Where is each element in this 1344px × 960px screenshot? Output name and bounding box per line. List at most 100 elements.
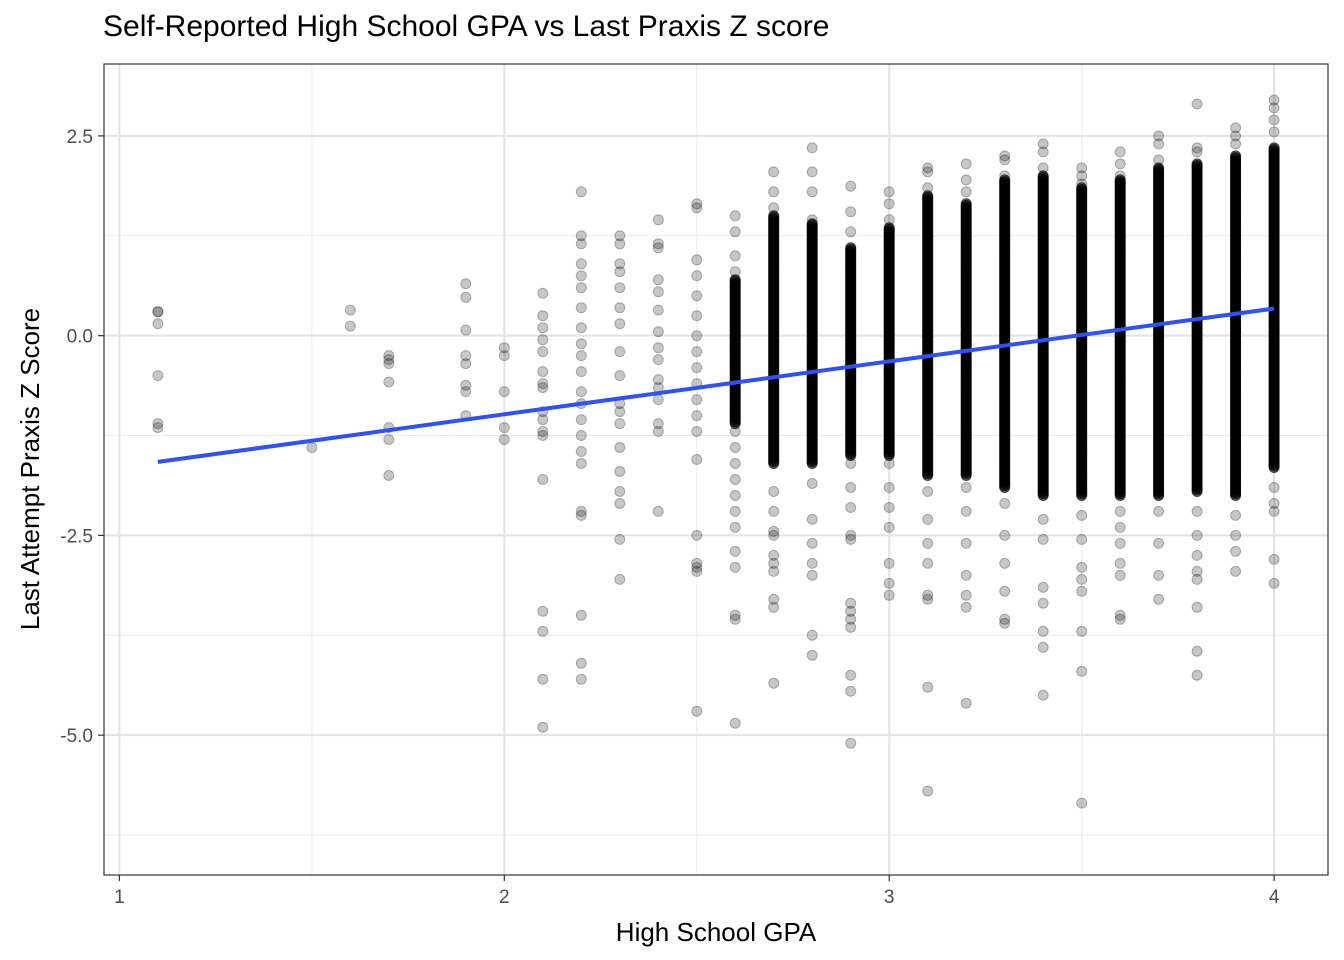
data-point bbox=[729, 360, 741, 372]
data-point bbox=[729, 395, 741, 407]
data-point bbox=[922, 681, 934, 693]
data-point bbox=[691, 310, 703, 322]
data-point bbox=[729, 320, 741, 332]
data-point bbox=[1076, 625, 1088, 637]
data-point bbox=[691, 394, 703, 406]
data-point bbox=[729, 315, 741, 327]
data-point bbox=[729, 406, 741, 418]
data-point bbox=[729, 363, 741, 375]
data-point bbox=[729, 338, 741, 350]
data-point bbox=[729, 406, 741, 418]
data-point bbox=[845, 180, 857, 192]
data-point bbox=[575, 186, 587, 198]
data-point bbox=[729, 335, 741, 346]
data-point bbox=[1153, 138, 1165, 150]
data-point bbox=[999, 585, 1011, 597]
data-point bbox=[806, 186, 818, 198]
data-point bbox=[729, 354, 741, 366]
data-point bbox=[614, 466, 626, 477]
data-point bbox=[729, 338, 741, 350]
data-point bbox=[729, 390, 741, 402]
data-point bbox=[729, 458, 741, 469]
data-point bbox=[729, 390, 741, 402]
data-point bbox=[845, 242, 857, 254]
data-point bbox=[806, 166, 818, 178]
data-point bbox=[1114, 505, 1126, 517]
data-point bbox=[999, 150, 1011, 162]
data-point bbox=[1191, 573, 1203, 585]
data-point bbox=[729, 365, 741, 377]
data-point bbox=[729, 330, 741, 342]
data-point bbox=[1037, 625, 1049, 637]
data-point bbox=[652, 426, 664, 437]
data-point bbox=[729, 341, 741, 353]
data-point bbox=[729, 317, 741, 329]
data-point bbox=[729, 389, 741, 401]
data-point bbox=[1153, 537, 1165, 549]
data-point bbox=[652, 214, 664, 226]
data-point bbox=[729, 408, 741, 420]
data-point bbox=[729, 314, 741, 326]
data-point bbox=[1114, 537, 1126, 549]
data-point bbox=[729, 331, 741, 343]
data-point bbox=[729, 333, 741, 345]
data-point bbox=[922, 785, 934, 797]
data-point bbox=[1076, 561, 1088, 573]
data-point bbox=[729, 327, 741, 338]
data-point bbox=[768, 601, 780, 613]
data-point bbox=[537, 310, 549, 322]
data-point bbox=[768, 202, 780, 214]
data-point bbox=[729, 323, 741, 335]
data-point bbox=[614, 406, 626, 418]
data-point bbox=[729, 365, 741, 377]
data-point bbox=[729, 339, 741, 351]
data-point bbox=[729, 394, 741, 406]
data-point bbox=[537, 721, 549, 733]
data-point bbox=[729, 336, 741, 348]
data-point bbox=[1076, 585, 1088, 597]
data-point bbox=[729, 341, 741, 353]
data-point bbox=[768, 557, 780, 569]
data-point bbox=[614, 346, 626, 358]
data-point bbox=[729, 327, 741, 338]
data-point bbox=[1268, 482, 1280, 493]
data-point bbox=[729, 389, 741, 401]
data-point bbox=[575, 414, 587, 426]
data-point bbox=[729, 418, 741, 430]
data-point bbox=[729, 360, 741, 372]
data-point bbox=[691, 705, 703, 717]
data-point bbox=[1076, 162, 1088, 174]
data-point bbox=[729, 320, 741, 332]
data-point bbox=[729, 350, 741, 362]
data-point bbox=[1268, 498, 1280, 509]
data-point bbox=[729, 410, 741, 422]
data-point bbox=[691, 561, 703, 573]
data-point bbox=[1230, 122, 1242, 134]
data-point bbox=[729, 400, 741, 412]
data-point bbox=[729, 350, 741, 362]
data-point bbox=[729, 362, 741, 374]
data-point bbox=[1230, 509, 1242, 521]
data-point bbox=[460, 291, 472, 303]
data-point bbox=[845, 605, 857, 617]
data-point bbox=[729, 363, 741, 375]
data-point bbox=[729, 250, 741, 262]
data-point bbox=[729, 418, 741, 430]
data-point bbox=[729, 368, 741, 380]
data-point bbox=[652, 304, 664, 316]
data-point bbox=[729, 368, 741, 380]
data-point bbox=[383, 350, 395, 362]
data-point bbox=[768, 549, 780, 561]
data-point bbox=[460, 386, 472, 398]
data-point bbox=[537, 366, 549, 378]
data-point bbox=[960, 186, 972, 198]
data-point bbox=[1268, 505, 1280, 517]
data-point bbox=[575, 366, 587, 378]
data-point bbox=[652, 238, 664, 250]
data-point bbox=[729, 442, 741, 453]
data-point bbox=[1153, 505, 1165, 517]
data-point bbox=[1037, 170, 1049, 182]
data-point bbox=[152, 306, 164, 318]
data-point bbox=[729, 314, 741, 326]
data-point bbox=[729, 330, 741, 342]
